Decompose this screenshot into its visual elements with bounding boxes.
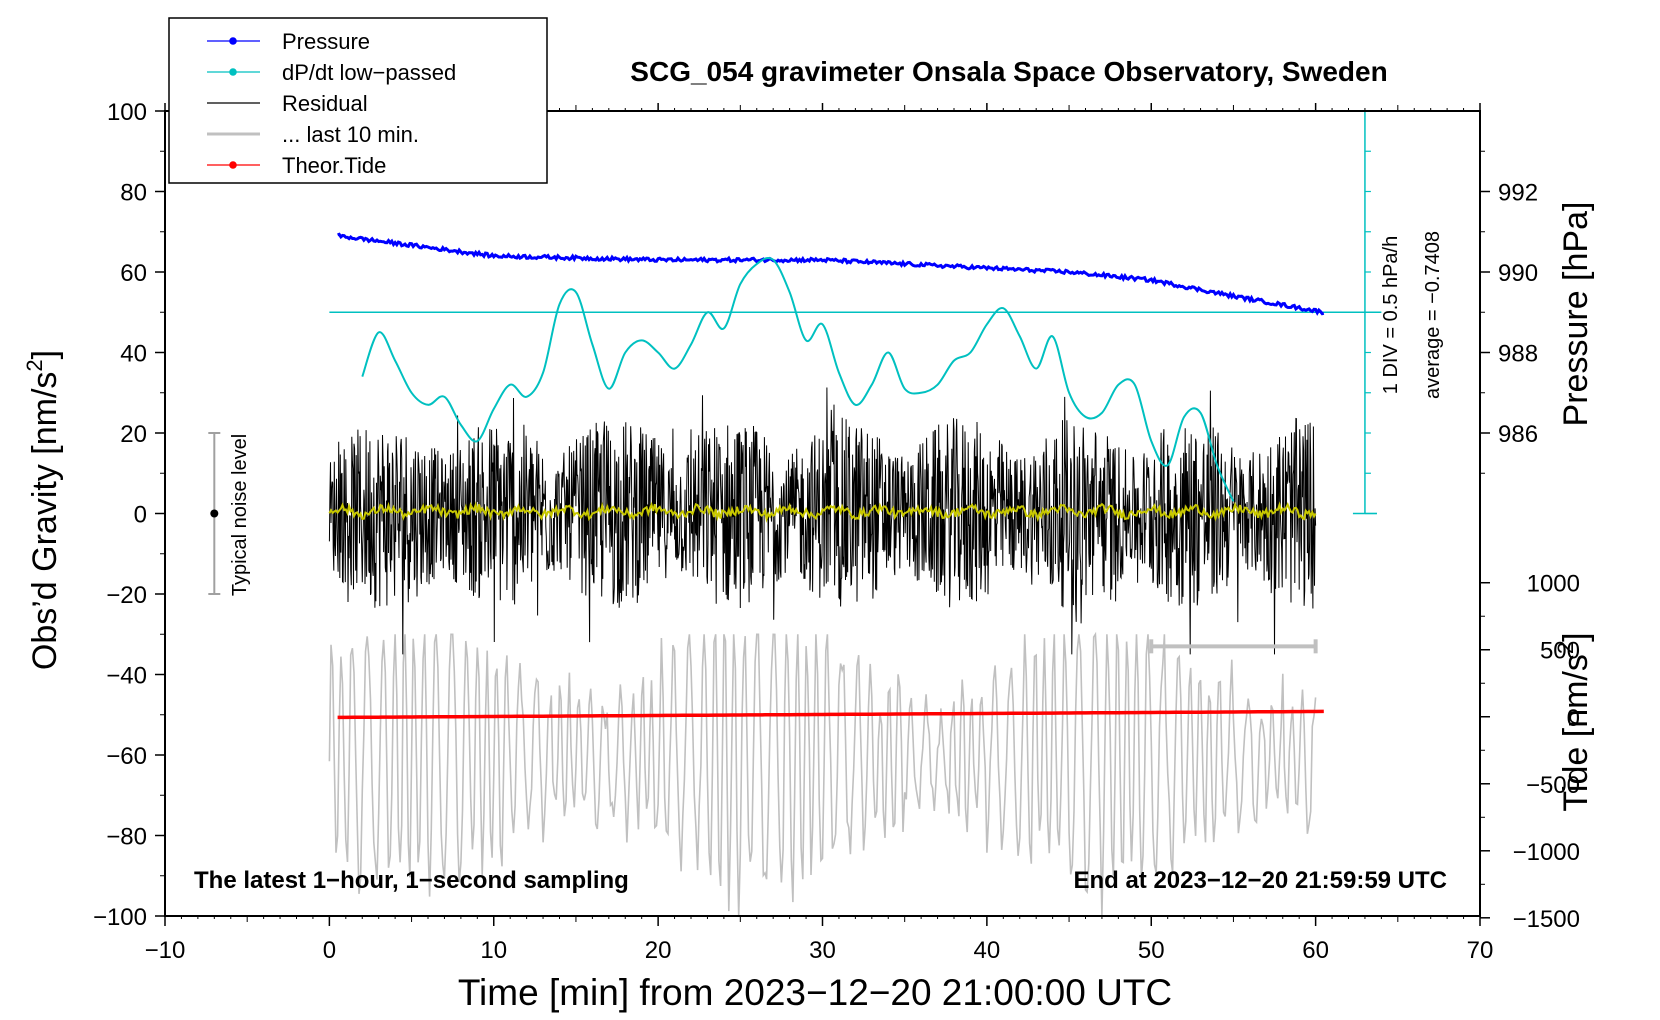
- dpdt-scale-label-2: average = −0.7408: [1422, 231, 1444, 399]
- legend-label: ... last 10 min.: [282, 122, 419, 147]
- chart-title: SCG_054 gravimeter Onsala Space Observat…: [630, 56, 1387, 87]
- y-tick-label: −20: [106, 582, 147, 609]
- y-axis-title-main-sup: 2: [22, 359, 47, 371]
- tide-tick-label: −1000: [1513, 839, 1580, 866]
- last-10-min-line: [328, 631, 1317, 917]
- y-axis-title-tide-text: Tide [nm/s: [1557, 654, 1595, 811]
- y-axis-title-tide: Tide [nm/s2]: [1553, 632, 1595, 811]
- legend-swatch-dot: [229, 68, 237, 76]
- y-tick-label: −80: [106, 824, 147, 851]
- y-axis-title-main: Obs’d Gravity [nm/s2]: [22, 350, 64, 670]
- pressure-line: [337, 232, 1325, 316]
- legend-label: Theor.Tide: [282, 153, 386, 178]
- dpdt-line: [361, 256, 1235, 502]
- x-axis-title: Time [min] from 2023−12−20 21:00:00 UTC: [458, 972, 1172, 1013]
- residual-line: [328, 387, 1317, 655]
- y-tick-label: 100: [107, 99, 147, 126]
- noise-level-label: Typical noise level: [229, 434, 251, 596]
- x-tick-label: 30: [809, 937, 836, 964]
- tide-tick-label: −500: [1526, 772, 1580, 799]
- y-axis-title-main-end: ]: [26, 350, 64, 359]
- x-tick-label: 10: [480, 937, 507, 964]
- pressure-tick-label: 988: [1498, 341, 1538, 368]
- legend-label: Residual: [282, 91, 368, 116]
- dpdt-scale-label-1: 1 DIV = 0.5 hPa/h: [1380, 236, 1402, 394]
- legend: Pressure dP/dt low−passed Residual ... last…: [168, 17, 548, 184]
- y-tick-label: 40: [120, 341, 147, 368]
- x-tick-label: 60: [1302, 937, 1329, 964]
- y-tick-label: −60: [106, 743, 147, 770]
- x-tick-label: 40: [974, 937, 1001, 964]
- annotation-left-bottom: The latest 1−hour, 1−second sampling: [194, 867, 629, 894]
- legend-label: dP/dt low−passed: [282, 60, 456, 85]
- annotation-right-bottom: End at 2023−12−20 21:59:59 UTC: [1073, 867, 1447, 894]
- legend-label: Pressure: [282, 29, 370, 54]
- tide-tick-label: 0: [1567, 705, 1580, 732]
- x-tick-label: 50: [1138, 937, 1165, 964]
- lowpass-residual-line: [328, 501, 1317, 523]
- y-tick-label: 80: [120, 180, 147, 207]
- x-tick-label: 0: [323, 937, 336, 964]
- y-axis-title-tide-end: ]: [1557, 632, 1595, 641]
- legend-swatch-dot: [229, 37, 237, 45]
- y-tick-label: 0: [134, 502, 147, 529]
- pressure-tick-label: 990: [1498, 260, 1538, 287]
- y-axis-title-pressure: Pressure [hPa]: [1557, 202, 1595, 427]
- y-tick-label: 20: [120, 421, 147, 448]
- legend-box: [168, 17, 548, 184]
- series-layer: [328, 110, 1382, 917]
- pressure-tick-label: 986: [1498, 421, 1538, 448]
- legend-swatch-dot: [229, 161, 237, 169]
- tide-tick-label: 1000: [1527, 571, 1580, 598]
- axis-ticks: −10 0 10 20 30 40 50 60 70−100−80−60−40−20020406…: [93, 99, 1493, 964]
- x-tick-label: −10: [145, 937, 186, 964]
- tide-tick-label: −1500: [1513, 906, 1580, 933]
- y-axis-title-tide-sup: 2: [1553, 642, 1578, 654]
- x-tick-label: 70: [1467, 937, 1494, 964]
- noise-level-marker: [208, 432, 221, 595]
- y-axis-title-main-text: Obs’d Gravity [nm/s: [26, 372, 64, 671]
- side-axes: 986 988 990 992 −1500 −1000 −500 0 500 1000: [1480, 150, 1580, 933]
- x-tick-label: 20: [645, 937, 672, 964]
- tide-tick-label: 500: [1540, 638, 1580, 665]
- y-tick-label: 60: [120, 260, 147, 287]
- y-tick-label: −100: [93, 904, 147, 931]
- pressure-tick-label: 992: [1498, 180, 1538, 207]
- theor-tide-line: [337, 709, 1324, 720]
- y-tick-label: −40: [106, 663, 147, 690]
- noise-bar-center-dot: [210, 509, 219, 518]
